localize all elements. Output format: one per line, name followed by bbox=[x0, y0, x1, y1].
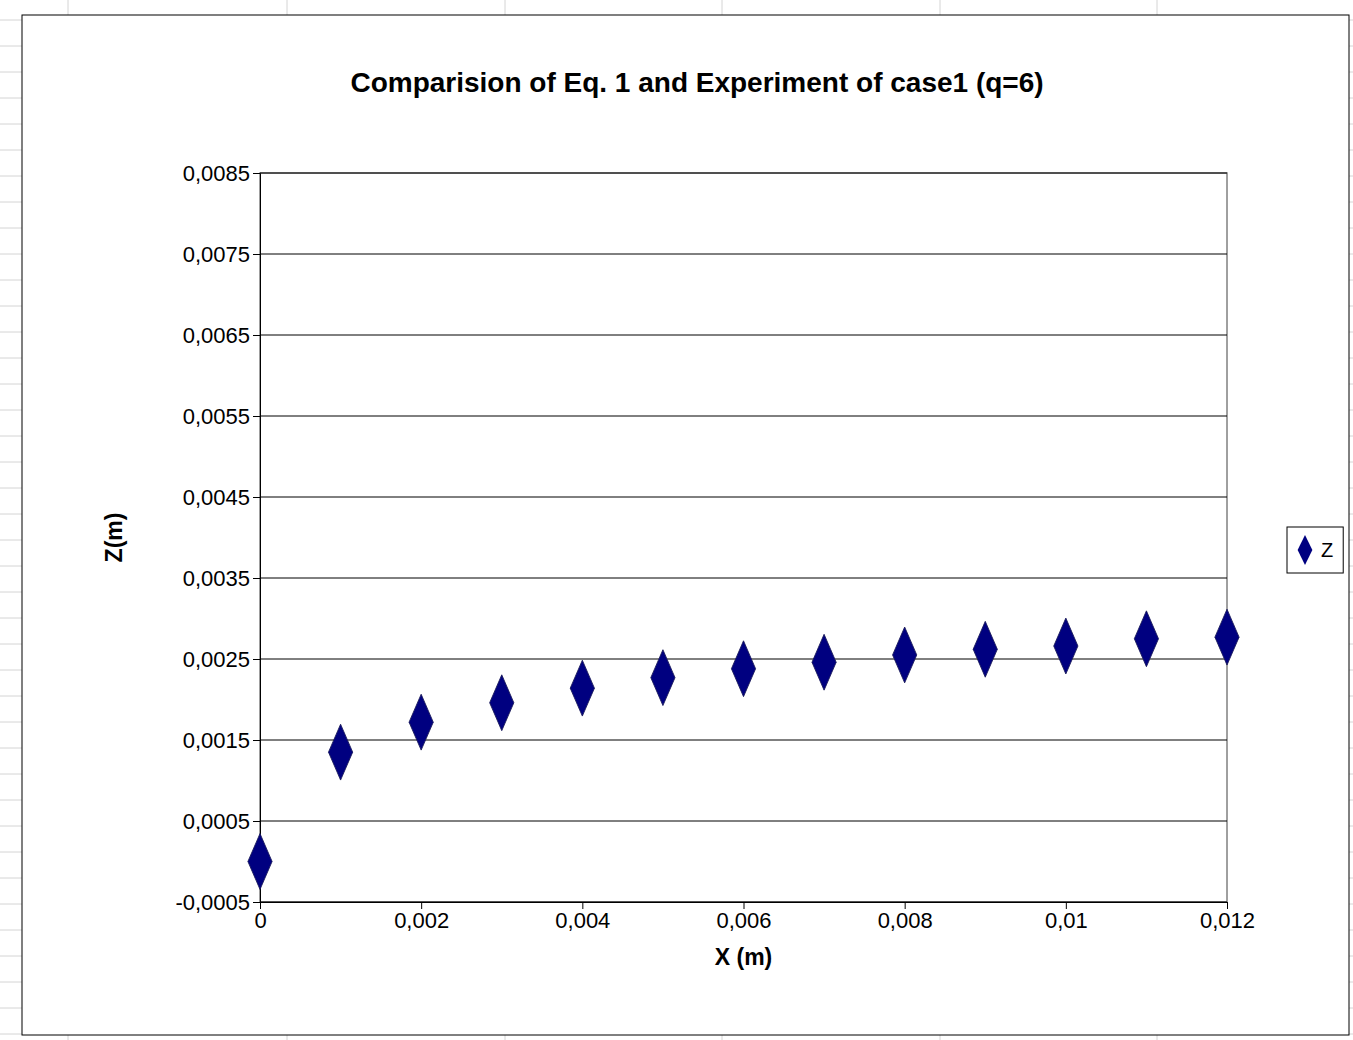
point bbox=[1134, 611, 1158, 667]
point bbox=[812, 634, 836, 690]
legend-box bbox=[1287, 527, 1343, 573]
y-tick: 0,0035 bbox=[183, 566, 260, 591]
grid-line bbox=[260, 821, 1227, 822]
y-tick-label: 0,0055 bbox=[183, 404, 250, 429]
point bbox=[893, 627, 917, 683]
x-tick-label: 0 bbox=[254, 908, 266, 933]
grid bbox=[260, 173, 1227, 902]
grid-line bbox=[260, 254, 1227, 255]
point bbox=[651, 650, 675, 706]
legend: Z bbox=[1287, 527, 1343, 573]
chart: -0,0005 0,0005 0,0015 0,0025 0,0035 0,0045 0,0… bbox=[0, 0, 1353, 1040]
x-tick-label: 0,006 bbox=[716, 908, 771, 933]
y-tick-mark bbox=[253, 659, 260, 660]
y-tick-mark bbox=[253, 254, 260, 255]
point bbox=[570, 660, 594, 716]
y-tick-label: -0,0005 bbox=[175, 890, 250, 915]
y-tick: 0,0065 bbox=[183, 323, 260, 348]
y-tick-label: 0,0025 bbox=[183, 647, 250, 672]
x-tick: 0,002 bbox=[394, 902, 449, 933]
sheet-grid bbox=[0, 0, 1353, 1040]
y-tick-mark bbox=[253, 902, 260, 903]
y-axis-title: Z(m) bbox=[101, 513, 127, 563]
y-tick-label: 0,0065 bbox=[183, 323, 250, 348]
marks bbox=[248, 609, 1239, 889]
y-tick-label: 0,0075 bbox=[183, 242, 250, 267]
point bbox=[409, 694, 433, 750]
grid-line bbox=[260, 335, 1227, 336]
grid-line bbox=[260, 173, 1227, 174]
y-tick-mark bbox=[253, 497, 260, 498]
y-tick-label: 0,0015 bbox=[183, 728, 250, 753]
y-tick-mark bbox=[253, 578, 260, 579]
y-tick: 0,0005 bbox=[183, 809, 260, 834]
x-tick: 0,006 bbox=[716, 902, 771, 933]
x-tick-label: 0,008 bbox=[878, 908, 933, 933]
chart-area bbox=[22, 15, 1349, 1035]
y-tick: 0,0045 bbox=[183, 485, 260, 510]
point bbox=[973, 621, 997, 677]
x-tick: 0,012 bbox=[1200, 902, 1255, 933]
grid-line bbox=[260, 416, 1227, 417]
y-tick-mark bbox=[253, 740, 260, 741]
grid-line bbox=[260, 740, 1227, 741]
y-tick-label: 0,0035 bbox=[183, 566, 250, 591]
y-tick: 0,0085 bbox=[183, 161, 260, 186]
y-tick: 0,0025 bbox=[183, 647, 260, 672]
y-tick-mark bbox=[253, 173, 260, 174]
title: Comparision of Eq. 1 and Experiment of c… bbox=[350, 67, 1043, 98]
y-axis: -0,0005 0,0005 0,0015 0,0025 0,0035 0,0045 0,0… bbox=[175, 161, 260, 915]
point bbox=[248, 834, 272, 890]
y-tick-label: 0,0085 bbox=[183, 161, 250, 186]
grid-line bbox=[260, 578, 1227, 579]
y-tick-label: 0,0005 bbox=[183, 809, 250, 834]
point bbox=[1215, 609, 1239, 665]
x-tick: 0 bbox=[254, 902, 266, 933]
y-tick-mark bbox=[253, 821, 260, 822]
x-tick-label: 0,004 bbox=[555, 908, 610, 933]
y-tick: 0,0075 bbox=[183, 242, 260, 267]
y-tick: -0,0005 bbox=[175, 890, 260, 915]
y-axis-line bbox=[253, 174, 261, 903]
x-axis-title: X (m) bbox=[715, 944, 773, 970]
point bbox=[328, 724, 352, 780]
x-tick: 0,008 bbox=[878, 902, 933, 933]
point bbox=[490, 675, 514, 731]
y-tick-mark bbox=[253, 416, 260, 417]
x-tick: 0,004 bbox=[555, 902, 610, 933]
x-tick-label: 0,012 bbox=[1200, 908, 1255, 933]
x-tick-label: 0,002 bbox=[394, 908, 449, 933]
y-tick: 0,0015 bbox=[183, 728, 260, 753]
x-axis: 0 0,002 0,004 0,006 0,008 0,01 0,012 bbox=[254, 902, 1255, 933]
x-tick: 0,01 bbox=[1045, 902, 1088, 933]
y-tick-mark bbox=[253, 335, 260, 336]
grid-line bbox=[260, 497, 1227, 498]
x-tick-label: 0,01 bbox=[1045, 908, 1088, 933]
series bbox=[248, 609, 1239, 889]
point bbox=[1054, 618, 1078, 674]
point bbox=[731, 641, 755, 697]
legend-label: Z bbox=[1321, 539, 1333, 561]
y-tick-label: 0,0045 bbox=[183, 485, 250, 510]
y-tick: 0,0055 bbox=[183, 404, 260, 429]
plot-frame bbox=[260, 173, 1227, 902]
legend-marker bbox=[1298, 535, 1313, 565]
